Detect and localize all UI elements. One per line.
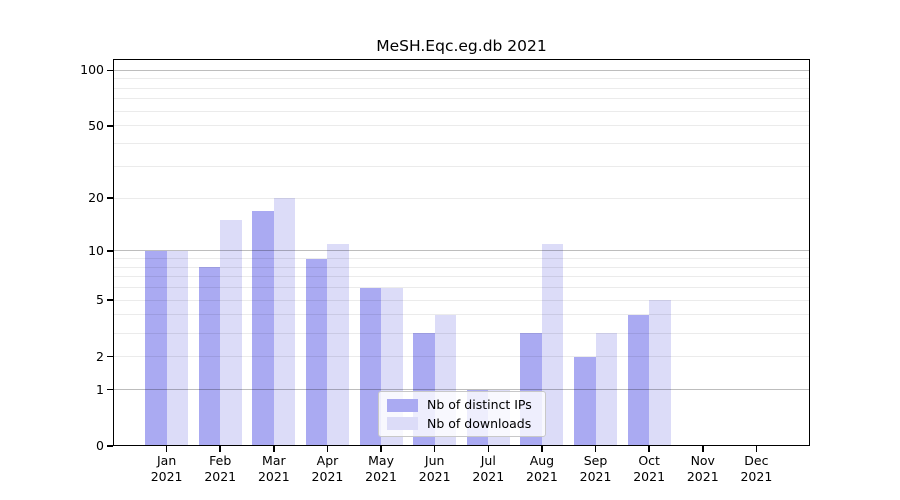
x-tick-nov-2021 (702, 446, 704, 452)
x-tick-may-2021 (380, 446, 382, 452)
gridline-minor-90 (114, 78, 809, 80)
x-tick-label-sep-2021: Sep 2021 (579, 453, 612, 484)
bar-ips-apr-2021 (305, 258, 328, 446)
x-tick-label-dec-2021: Dec 2021 (740, 453, 773, 484)
x-tick-oct-2021 (648, 446, 650, 452)
x-tick-apr-2021 (326, 446, 329, 452)
bar-ips-sep-2021 (574, 356, 596, 446)
legend-swatch-downloads (387, 417, 418, 431)
y-tick-0 (107, 445, 113, 447)
y-tick-50 (107, 125, 113, 127)
gridline-minor-30 (114, 165, 809, 167)
y-tick-label-100: 100 (80, 62, 104, 78)
chart-title: MeSH.Eqc.eg.db 2021 (376, 37, 547, 55)
x-tick-label-apr-2021: Apr 2021 (311, 453, 344, 484)
x-tick-label-jun-2021: Jun 2021 (418, 453, 451, 484)
gridline-minor-20 (114, 197, 809, 199)
y-tick-1 (107, 388, 113, 391)
x-tick-feb-2021 (219, 446, 221, 452)
gridline-major-1 (114, 389, 809, 391)
gridline-minor-60 (114, 110, 809, 112)
bar-ips-jan-2021 (145, 250, 167, 446)
x-tick-jan-2021 (165, 446, 168, 452)
x-tick-label-mar-2021: Mar 2021 (257, 453, 290, 484)
y-tick-100 (107, 69, 113, 72)
x-tick-aug-2021 (541, 446, 543, 452)
x-tick-dec-2021 (755, 446, 758, 452)
bar-downloads-feb-2021 (220, 220, 242, 446)
y-tick-label-10: 10 (88, 242, 104, 258)
x-tick-label-oct-2021: Oct 2021 (633, 453, 666, 484)
x-tick-label-jan-2021: Jan 2021 (150, 453, 183, 484)
bar-downloads-aug-2021 (541, 243, 564, 446)
gridline-minor-40 (114, 143, 809, 145)
bar-ips-mar-2021 (252, 210, 274, 446)
gridline-major-10 (114, 250, 809, 252)
bar-ips-oct-2021 (627, 314, 650, 446)
gridline-minor-9 (114, 258, 809, 260)
gridline-minor-8 (114, 266, 809, 268)
bar-ips-feb-2021 (198, 267, 221, 446)
x-tick-label-nov-2021: Nov 2021 (686, 453, 719, 484)
y-tick-label-5: 5 (96, 292, 104, 308)
legend: Nb of distinct IPs Nb of downloads (378, 391, 546, 437)
x-tick-jul-2021 (487, 446, 490, 452)
y-tick-label-20: 20 (88, 190, 104, 206)
legend-item-downloads: Nb of downloads (387, 415, 537, 434)
bar-downloads-sep-2021 (595, 333, 618, 446)
gridline-minor-50 (114, 125, 809, 127)
gridline-minor-7 (114, 276, 809, 278)
y-tick-label-2: 2 (96, 348, 104, 364)
bar-downloads-oct-2021 (649, 300, 671, 446)
bar-downloads-mar-2021 (273, 198, 296, 446)
x-tick-mar-2021 (273, 446, 275, 452)
bar-downloads-jan-2021 (166, 250, 189, 446)
legend-swatch-ips (387, 398, 418, 412)
y-tick-label-1: 1 (96, 381, 104, 397)
gridline-minor-6 (114, 287, 809, 289)
bar-ips-may-2021 (359, 287, 382, 446)
legend-label-downloads: Nb of downloads (427, 415, 532, 431)
x-tick-label-aug-2021: Aug 2021 (526, 453, 558, 484)
x-tick-label-jul-2021: Jul 2021 (472, 453, 505, 484)
gridline-minor-70 (114, 98, 809, 100)
y-tick-10 (107, 250, 113, 252)
x-tick-label-may-2021: May 2021 (365, 453, 397, 484)
y-tick-label-0: 0 (96, 438, 104, 453)
gridline-major-100 (114, 69, 809, 71)
x-tick-label-feb-2021: Feb 2021 (204, 453, 237, 484)
y-tick-5 (107, 299, 113, 301)
bar-downloads-apr-2021 (327, 243, 349, 446)
gridline-minor-80 (114, 87, 809, 89)
gridline-minor-4 (114, 314, 809, 316)
x-tick-jun-2021 (433, 446, 436, 452)
gridline-minor-3 (114, 332, 809, 334)
gridline-minor-5 (114, 299, 809, 301)
x-tick-sep-2021 (594, 446, 597, 452)
y-tick-20 (107, 197, 113, 199)
legend-label-distinct-ips: Nb of distinct IPs (427, 397, 532, 413)
gridline-minor-2 (114, 356, 809, 358)
y-tick-2 (107, 355, 113, 358)
y-tick-label-50: 50 (88, 117, 104, 133)
legend-item-distinct-ips: Nb of distinct IPs (387, 396, 537, 415)
